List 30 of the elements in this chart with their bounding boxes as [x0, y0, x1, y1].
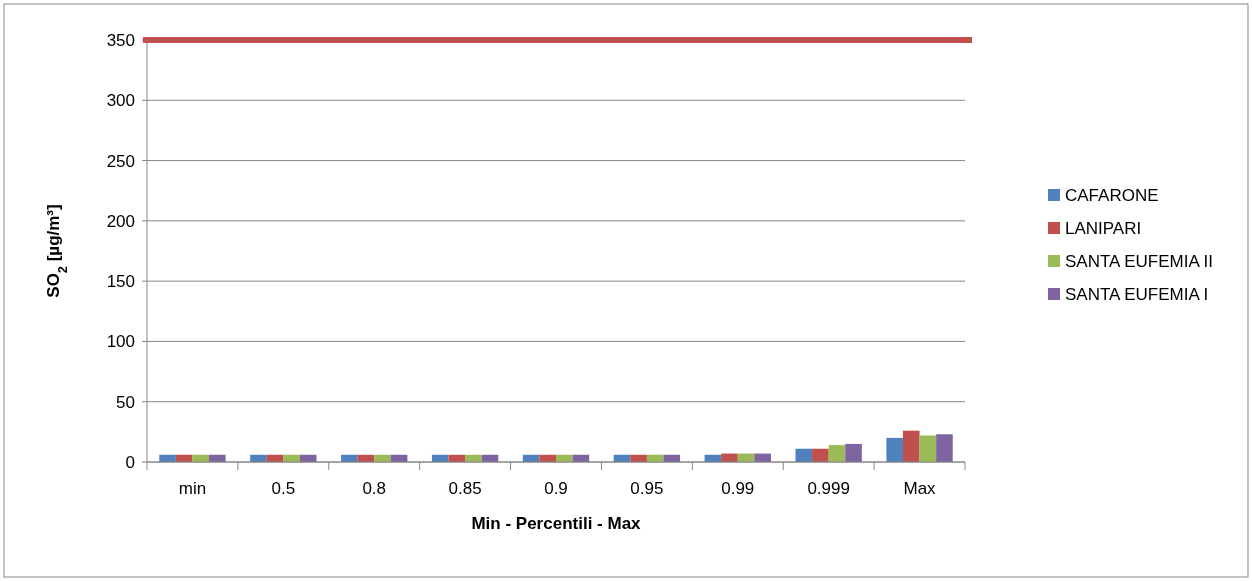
bar [886, 437, 903, 462]
bar [795, 448, 813, 462]
x-tick-label: 0.5 [271, 479, 296, 498]
y-tick-label: 250 [106, 151, 135, 171]
bar [845, 443, 862, 462]
bar [936, 434, 953, 462]
y-tick-label: 0 [125, 452, 135, 472]
bar [919, 435, 937, 462]
x-tick-label: 0.9 [544, 479, 568, 498]
y-tick-label: 200 [106, 211, 135, 231]
x-tick-label: Max [903, 479, 937, 498]
y-tick-label: 50 [116, 392, 135, 412]
bar [812, 448, 829, 462]
y-tick-label: 150 [106, 272, 135, 292]
x-axis-title: Min - Percentili - Max [471, 514, 642, 533]
bar [828, 445, 846, 462]
x-tick-label: 0.8 [362, 479, 387, 498]
x-tick-label: min [178, 479, 207, 498]
y-tick-label: 300 [106, 91, 135, 111]
legend-label: SANTA EUFEMIA II [1065, 251, 1213, 271]
y-tick-label: 350 [106, 30, 135, 50]
x-tick-label: 0.95 [630, 479, 664, 498]
legend-label: CAFARONE [1065, 185, 1159, 205]
y-tick-label: 100 [106, 332, 135, 352]
x-tick-label: 0.999 [807, 479, 850, 498]
x-tick-label: 0.99 [721, 479, 755, 498]
bar [902, 430, 920, 462]
legend-label: SANTA EUFEMIA I [1065, 284, 1209, 304]
x-tick-label: 0.85 [448, 479, 482, 498]
legend-label: LANIPARI [1065, 218, 1142, 238]
